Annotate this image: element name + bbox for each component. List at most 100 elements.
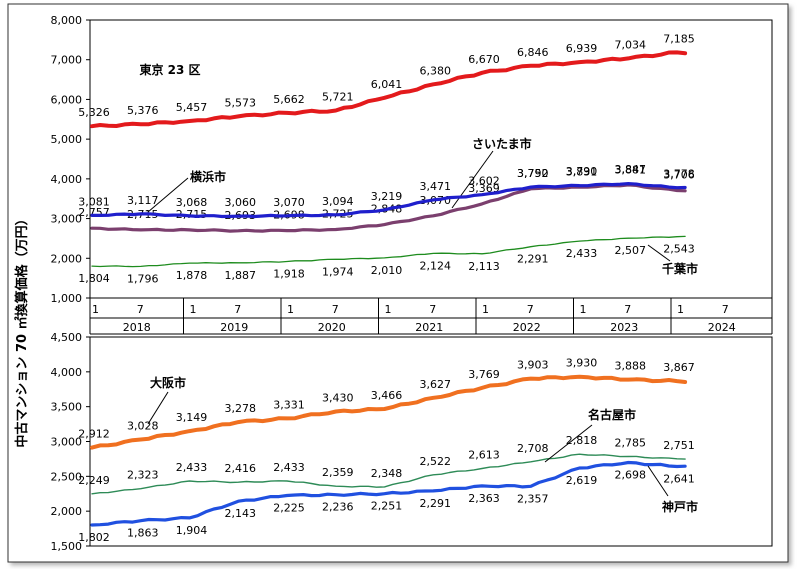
series-name-label: 横浜市 (190, 169, 226, 184)
data-label: 3,627 (420, 378, 452, 391)
data-label: 5,457 (176, 101, 208, 114)
chart-panel-bottom: 1,500 2,000 2,500 3,000 3,500 4,000 4,500 2,912… (51, 331, 773, 553)
data-label: 2,357 (517, 492, 549, 505)
data-label: 2,641 (663, 473, 695, 486)
data-label: 1,796 (127, 272, 159, 285)
plot-area-0 (89, 19, 773, 299)
data-label: 3,867 (663, 361, 695, 374)
data-label: 2,249 (78, 474, 110, 487)
data-label: 2,619 (566, 474, 598, 487)
y-tick-label: 4,500 (51, 331, 83, 344)
data-label: 3,070 (273, 196, 305, 209)
data-label: 2,751 (663, 439, 695, 452)
leader-line (147, 391, 169, 425)
y-axis-title: 中古マンション 70 ㎡換算価格（万円） (14, 212, 30, 447)
data-label: 6,939 (566, 42, 598, 55)
data-label: 2,348 (371, 467, 403, 480)
data-label: 3,369 (468, 182, 500, 195)
y-tick-label: 6,000 (51, 93, 83, 106)
series-name-label: 東京 23 区 (139, 62, 200, 77)
data-label: 6,380 (420, 64, 452, 77)
data-label: 3,888 (615, 360, 647, 373)
x-tick-month: 1 (482, 303, 489, 316)
x-year-label: 2020 (318, 321, 346, 334)
data-label: 6,846 (517, 46, 549, 59)
y-tick-label: 4,000 (51, 173, 83, 186)
x-tick-month: 7 (137, 303, 144, 316)
series-name-label: 名古屋市 (588, 407, 636, 422)
data-label: 3,831 (566, 166, 598, 179)
x-tick-month: 7 (332, 303, 339, 316)
y-tick-label: 1,500 (51, 540, 83, 553)
series-name-label: 千葉市 (662, 261, 698, 276)
data-label: 2,433 (566, 247, 598, 260)
data-label: 5,376 (127, 104, 159, 117)
y-tick-label: 7,000 (51, 54, 83, 67)
data-label: 3,466 (371, 389, 403, 402)
data-label: 5,721 (322, 91, 354, 104)
data-label: 2,416 (225, 462, 257, 475)
data-label: 3,881 (615, 164, 647, 177)
data-label: 3,060 (225, 196, 257, 209)
x-year-label: 2022 (513, 321, 541, 334)
series-name-label: 神戸市 (662, 499, 698, 514)
series-2-line (90, 460, 687, 527)
data-label: 3,750 (517, 167, 549, 180)
data-label: 3,778 (663, 168, 695, 181)
x-tick-month: 1 (92, 303, 99, 316)
x-tick-month: 1 (580, 303, 587, 316)
data-label: 2,251 (371, 500, 403, 513)
data-label: 2,818 (566, 434, 598, 447)
data-label: 6,041 (371, 78, 403, 91)
data-label: 2,291 (420, 497, 452, 510)
x-tick-month: 1 (677, 303, 684, 316)
data-label: 7,185 (663, 32, 695, 45)
data-label: 3,028 (127, 420, 159, 433)
series-0-line (90, 374, 688, 450)
data-label: 3,430 (322, 392, 354, 405)
data-label: 3,331 (273, 398, 305, 411)
data-label: 2,359 (322, 466, 354, 479)
series-name-label: さいたま市 (472, 136, 532, 151)
data-label: 2,912 (78, 428, 110, 441)
x-year-label: 2021 (415, 321, 443, 334)
data-label: 2,522 (420, 455, 452, 468)
data-label: 3,081 (78, 195, 110, 208)
data-label: 5,573 (225, 96, 257, 109)
x-year-label: 2018 (123, 321, 151, 334)
data-label: 3,790 (566, 165, 598, 178)
data-label: 2,433 (176, 461, 208, 474)
data-label: 2,785 (615, 436, 647, 449)
data-label: 3,094 (322, 195, 354, 208)
data-label: 1,878 (176, 269, 208, 282)
data-label: 5,326 (78, 106, 110, 119)
data-label: 2,291 (517, 253, 549, 266)
figure-border (7, 3, 789, 563)
x-tick-month: 7 (234, 303, 241, 316)
series-name-label: 大阪市 (150, 375, 186, 390)
x-tick-month: 7 (527, 303, 534, 316)
x-year-label: 2024 (708, 321, 736, 334)
data-label: 1,804 (78, 272, 110, 285)
y-tick-label: 2,000 (51, 505, 83, 518)
x-tick-month: 1 (385, 303, 392, 316)
x-tick-month: 7 (722, 303, 729, 316)
data-label: 1,863 (127, 527, 159, 540)
x-tick-month: 1 (190, 303, 197, 316)
data-label: 3,769 (468, 368, 500, 381)
y-tick-label: 1,000 (51, 292, 83, 305)
chart-panel-top: 1,000 2,000 3,000 4,000 5,000 6,000 7,000 8,000… (51, 14, 773, 335)
data-label: 7,034 (615, 38, 647, 51)
data-label: 2,143 (225, 507, 257, 520)
y-tick-label: 3,500 (51, 401, 83, 414)
data-label: 2,363 (468, 492, 500, 505)
data-label: 1,974 (322, 265, 354, 278)
data-label: 3,219 (371, 190, 403, 203)
y-tick-label: 8,000 (51, 14, 83, 27)
y-tick-label: 2,000 (51, 252, 83, 265)
y-tick-label: 2,500 (51, 470, 83, 483)
series-0-line (90, 50, 688, 129)
y-tick-label: 5,000 (51, 133, 83, 146)
y-tick-label: 4,000 (51, 366, 83, 379)
